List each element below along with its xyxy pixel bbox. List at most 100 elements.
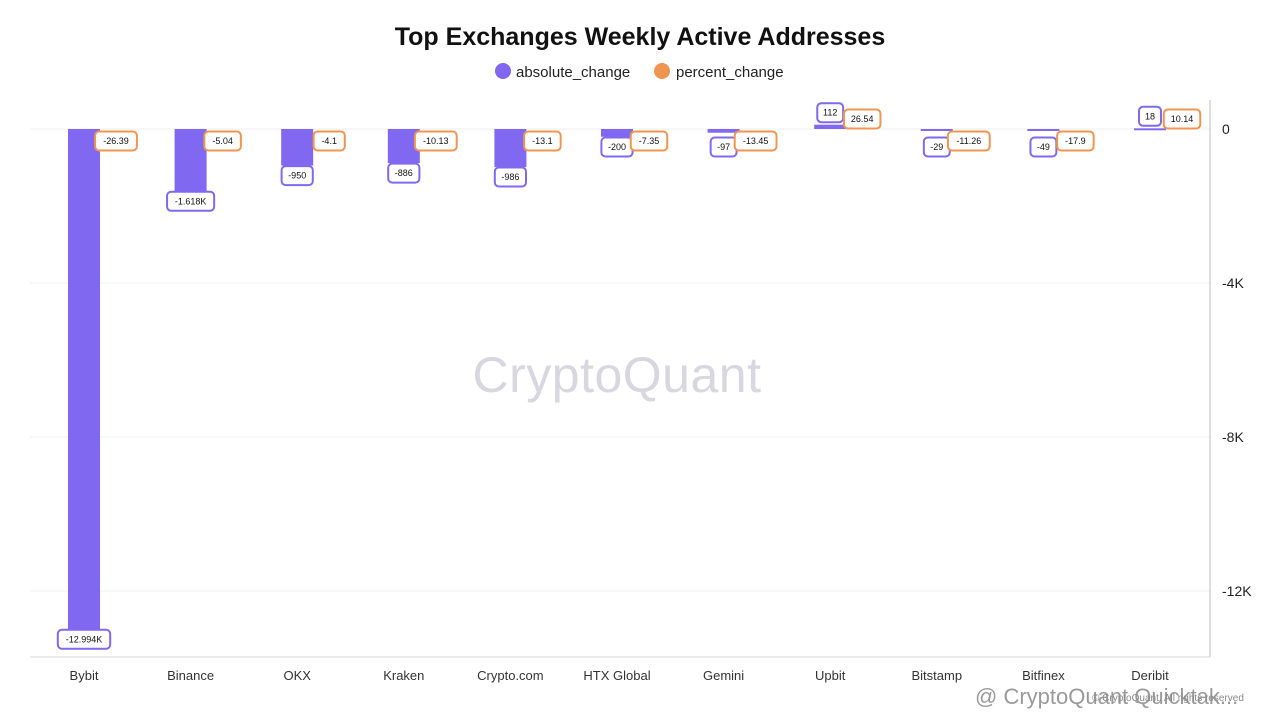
x-axis-label: Bybit — [70, 668, 99, 683]
data-label: 18 — [1138, 105, 1162, 127]
data-label-box — [166, 190, 216, 212]
data-labels: -12.994K -26.39 -1.618K -5.04 -950 -4.1 -886 -1… — [56, 102, 1202, 650]
y-tick-label: 0 — [1222, 121, 1230, 137]
data-label-text: -10.13 — [423, 136, 449, 146]
data-label: 26.54 — [842, 108, 882, 130]
data-label-text: -200 — [608, 142, 626, 152]
data-label-text: -7.35 — [639, 136, 660, 146]
data-label: -49 — [1029, 136, 1058, 158]
data-label: -4.1 — [312, 130, 346, 152]
x-axis-label: Bitfinex — [1022, 668, 1065, 683]
data-label-text: 10.14 — [1171, 114, 1194, 124]
data-label-box — [1162, 108, 1202, 130]
legend-marker-absolute-change — [495, 63, 511, 79]
data-label-box — [1138, 105, 1162, 127]
x-axis-label: OKX — [283, 668, 311, 683]
data-label-text: -13.45 — [743, 136, 769, 146]
x-axis-label: Binance — [167, 668, 214, 683]
x-axis-label: Deribit — [1131, 668, 1169, 683]
data-label: -12.994K — [56, 628, 112, 650]
data-label: -200 — [600, 136, 634, 158]
data-label: -13.45 — [733, 130, 778, 152]
data-label-box — [203, 130, 242, 152]
x-axis-label: Crypto.com — [477, 668, 543, 683]
chart-title: Top Exchanges Weekly Active Addresses — [395, 23, 885, 51]
bar-absolute-change — [814, 124, 847, 129]
legend-label-absolute-change: absolute_change — [516, 64, 630, 81]
data-label-text: 112 — [823, 108, 837, 118]
bar-absolute-change — [601, 129, 633, 137]
y-tick-label: -8K — [1222, 429, 1244, 445]
y-tick-label: -4K — [1222, 275, 1244, 291]
data-label: -17.9 — [1056, 130, 1095, 152]
data-label-box — [413, 130, 458, 152]
data-label-text: -13.1 — [532, 136, 553, 146]
data-label-text: -12.994K — [66, 634, 103, 644]
bars — [68, 124, 1166, 630]
data-label-text: -29 — [930, 142, 943, 152]
data-label: -26.39 — [94, 130, 138, 152]
data-label: -97 — [709, 136, 738, 158]
data-label: -5.04 — [203, 130, 242, 152]
x-axis-label: Bitstamp — [912, 668, 963, 683]
data-label-box — [387, 162, 421, 184]
data-label-text: -4.1 — [321, 136, 337, 146]
y-axis-ticks: 0 -4K -8K -12K — [1222, 121, 1252, 599]
data-label-text: 26.54 — [851, 114, 874, 124]
bar-absolute-change — [68, 129, 100, 630]
data-label: -950 — [280, 165, 314, 187]
x-axis-label: HTX Global — [583, 668, 650, 683]
data-label-text: -17.9 — [1065, 136, 1086, 146]
data-label: -10.13 — [413, 130, 458, 152]
data-label-text: -26.39 — [103, 136, 129, 146]
bar-absolute-change — [1027, 129, 1060, 131]
data-label: 112 — [816, 102, 845, 124]
y-tick-label: -12K — [1222, 583, 1252, 599]
legend[interactable]: absolute_change percent_change — [495, 63, 784, 81]
data-label-box — [733, 130, 778, 152]
data-label-text: -950 — [288, 171, 306, 181]
legend-marker-percent-change — [654, 63, 670, 79]
data-label-text: -49 — [1037, 142, 1050, 152]
data-label-box — [312, 130, 346, 152]
data-label-text: 18 — [1145, 111, 1155, 121]
data-label-box — [629, 130, 669, 152]
data-label-box — [94, 130, 138, 152]
bar-absolute-change — [174, 129, 207, 192]
data-label-text: -97 — [717, 142, 730, 152]
x-axis-label: Kraken — [383, 668, 424, 683]
data-label-box — [946, 130, 991, 152]
data-label-box — [842, 108, 882, 130]
x-axis-label: Upbit — [815, 668, 846, 683]
data-label-box — [493, 166, 527, 188]
data-label-text: -986 — [501, 172, 519, 182]
data-label-text: -5.04 — [212, 136, 233, 146]
data-label: -7.35 — [629, 130, 669, 152]
bar-absolute-change — [707, 129, 740, 133]
data-label: -986 — [493, 166, 527, 188]
data-label: -13.1 — [523, 130, 562, 152]
footer-source: @ CryptoQuant Quicktak... — [975, 684, 1238, 709]
data-label-box — [280, 165, 314, 187]
x-axis-labels: Bybit Binance OKX Kraken Crypto.com HTX Globa… — [70, 668, 1170, 683]
data-label-box — [523, 130, 562, 152]
watermark: CryptoQuant — [473, 347, 762, 403]
data-label: -29 — [922, 136, 951, 158]
bar-absolute-change — [920, 129, 953, 131]
bar-absolute-change — [281, 129, 314, 166]
footer-copyright: © CryptoQuant. All rights reserved — [1092, 693, 1244, 704]
data-label-box — [1056, 130, 1095, 152]
data-label-text: -886 — [395, 168, 413, 178]
data-label: -11.26 — [946, 130, 991, 152]
data-label: -886 — [387, 162, 421, 184]
data-label: -1.618K — [166, 190, 216, 212]
data-label-box — [56, 628, 112, 650]
data-label-text: -11.26 — [956, 136, 981, 146]
legend-label-percent-change: percent_change — [676, 64, 784, 81]
bar-absolute-change — [494, 129, 527, 167]
x-axis-label: Gemini — [703, 668, 744, 683]
bar-absolute-change — [1134, 128, 1166, 131]
data-label: 10.14 — [1162, 108, 1202, 130]
data-label-text: -1.618K — [175, 196, 207, 206]
